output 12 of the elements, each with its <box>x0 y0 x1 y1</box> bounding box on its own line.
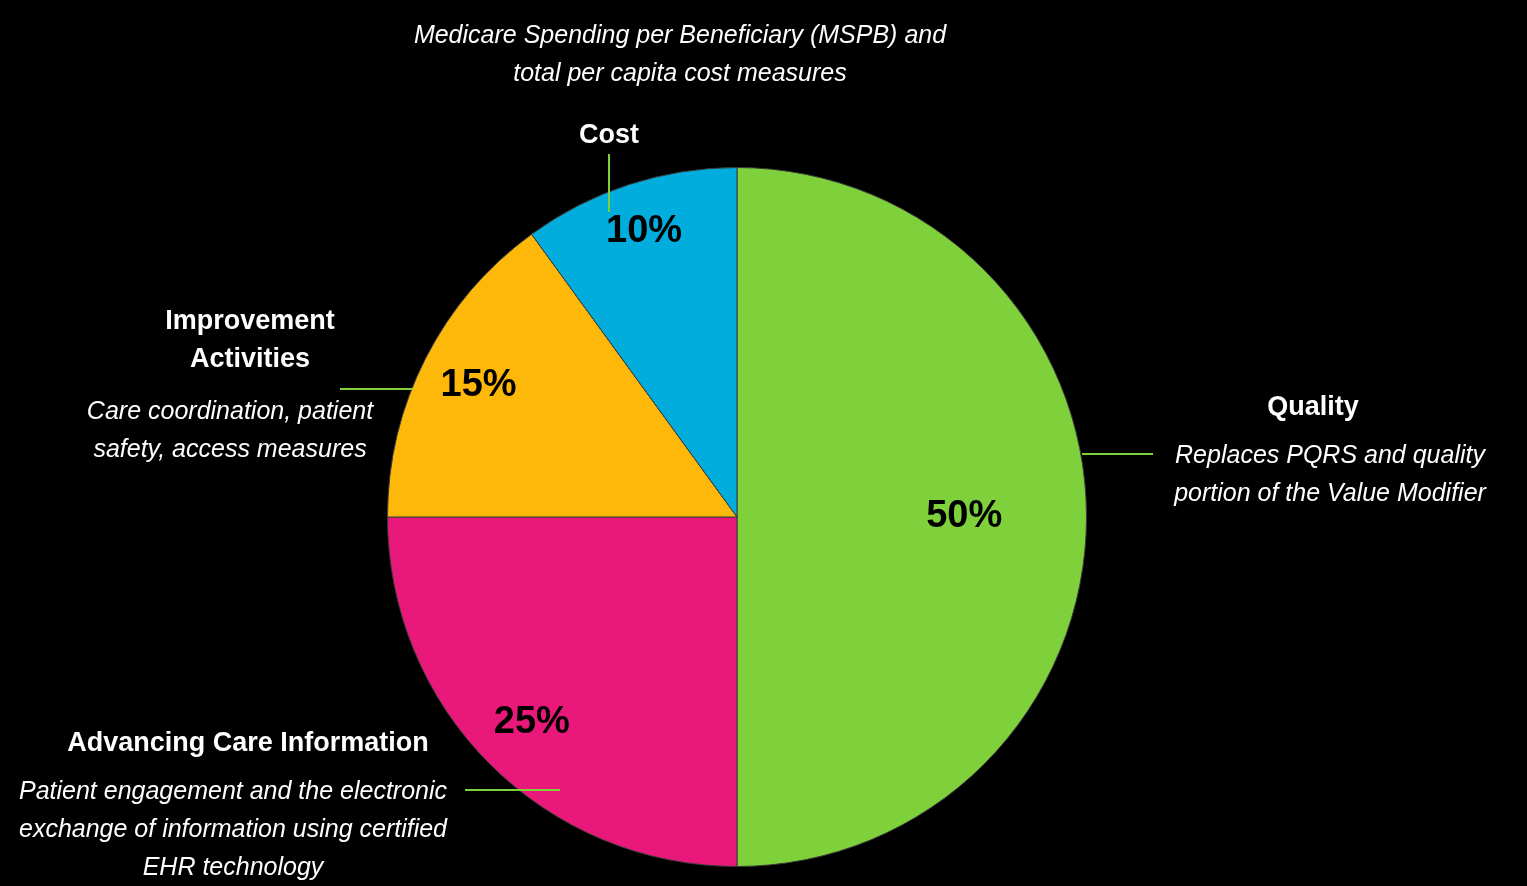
data-label: 50% <box>926 493 1003 536</box>
slice-label: Cost <box>579 119 640 150</box>
data-label: 15% <box>440 361 517 404</box>
slice-label: Quality <box>1267 391 1359 422</box>
data-label: 10% <box>606 207 683 250</box>
text: Care coordination, patient safety, access measures <box>86 395 375 462</box>
slice-label: Improvement Activities <box>165 305 335 374</box>
text: Replaces PQRS and quality portion of the Value Modifier <box>1173 439 1488 506</box>
data-label: 25% <box>493 698 570 741</box>
text: Patient engagement and the electronic exchange of information using certified EHR technology <box>18 775 449 880</box>
slice-label: Advancing Care Information <box>67 727 429 758</box>
text: Medicare Spending per Beneficiary (MSPB) and total per capita cost measures <box>413 19 948 86</box>
